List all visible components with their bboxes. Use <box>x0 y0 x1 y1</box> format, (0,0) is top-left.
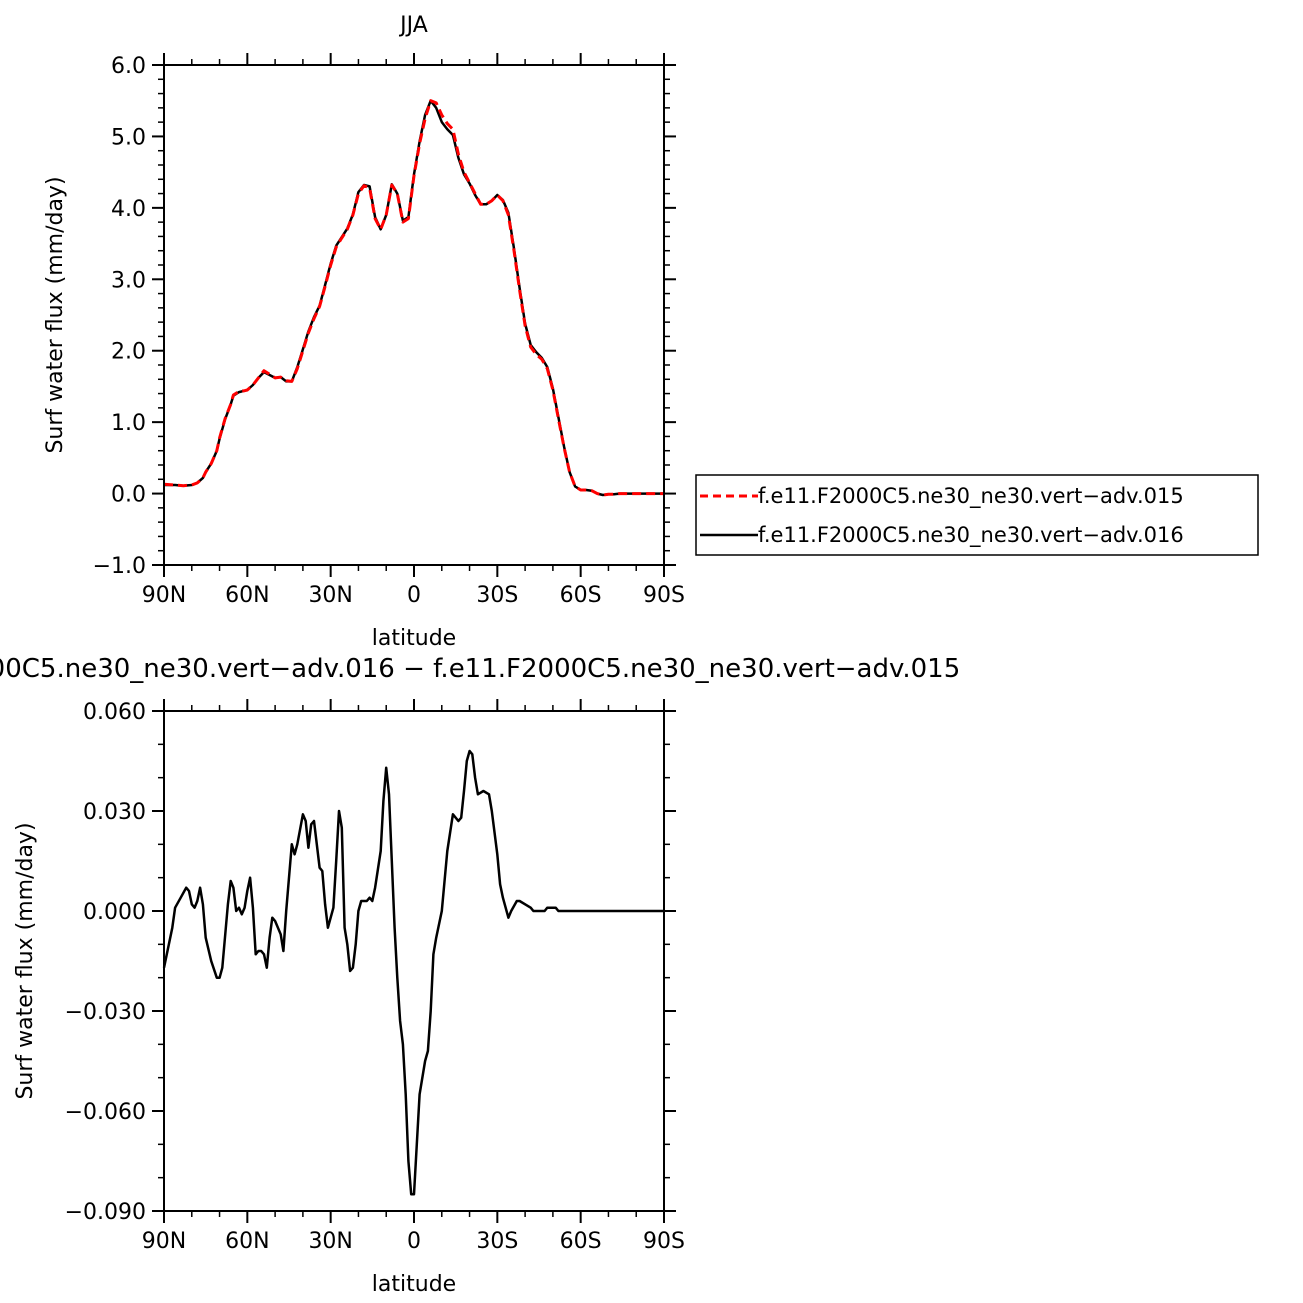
series-line-016 <box>162 749 664 1196</box>
x-tick-label: 60N <box>225 1229 269 1254</box>
series-line-016 <box>164 99 664 497</box>
series-line-015 <box>163 99 664 497</box>
x-tick-label: 60S <box>560 583 602 608</box>
y-tick-label: 5.0 <box>111 125 146 150</box>
top-chart-title: JJA <box>398 13 428 38</box>
x-tick-label: 30S <box>476 1229 518 1254</box>
x-tick-label: 0 <box>407 583 421 608</box>
y-tick-label: 1.0 <box>111 411 146 436</box>
x-tick-label: 90N <box>142 583 186 608</box>
legend-label-015: f.e11.F2000C5.ne30_ne30.vert−adv.015 <box>758 484 1184 509</box>
x-tick-label: 90N <box>142 1229 186 1254</box>
y-tick-label: −0.090 <box>65 1200 146 1225</box>
top-ticks: 90N 60N 30N 0 30S 60S 90S −1.0 0.0 1.0 2.0 3.0 4.0 5.… <box>93 53 685 608</box>
top-y-axis-label: Surf water flux (mm/day) <box>43 176 68 453</box>
y-tick-label: 0.030 <box>83 800 146 825</box>
bottom-ticks: 90N 60N 30N 0 30S 60S 90S −0.090 −0.060 −0.030 0.0… <box>65 699 685 1254</box>
bottom-y-axis-label: Surf water flux (mm/day) <box>13 822 38 1099</box>
top-panel: JJA latitude Surf water flux (mm/day) 90… <box>43 13 685 651</box>
y-tick-label: −0.030 <box>65 1000 146 1025</box>
x-tick-label: 90S <box>643 583 685 608</box>
y-tick-label: 3.0 <box>111 268 146 293</box>
y-tick-label: −0.060 <box>65 1100 146 1125</box>
top-x-axis-label: latitude <box>372 626 456 651</box>
y-tick-label: 4.0 <box>111 197 146 222</box>
y-tick-label: 0.0 <box>111 483 146 508</box>
legend-box <box>695 474 1259 556</box>
legend-label-016: f.e11.F2000C5.ne30_ne30.vert−adv.016 <box>758 523 1184 548</box>
bottom-chart-title: f.e11.F2000C5.ne30_ne30.vert−adv.016 − f… <box>0 654 960 684</box>
y-tick-label: −1.0 <box>93 554 146 579</box>
y-tick-label: 0.000 <box>83 900 146 925</box>
x-tick-label: 60N <box>225 583 269 608</box>
x-tick-label: 60S <box>560 1229 602 1254</box>
bottom-plot-frame <box>163 710 665 1212</box>
y-tick-label: 6.0 <box>111 54 146 79</box>
x-tick-label: 30N <box>308 583 352 608</box>
y-tick-label: 0.060 <box>83 700 146 725</box>
top-series-layer <box>163 99 664 497</box>
x-tick-label: 30N <box>308 1229 352 1254</box>
bottom-panel: f.e11.F2000C5.ne30_ne30.vert−adv.016 − f… <box>0 654 960 1297</box>
x-tick-label: 90S <box>643 1229 685 1254</box>
x-tick-label: 0 <box>407 1229 421 1254</box>
bottom-series-layer <box>162 749 664 1196</box>
top-plot-frame <box>163 64 665 566</box>
legend: f.e11.F2000C5.ne30_ne30.vert−adv.015 f.e… <box>695 474 1259 556</box>
x-tick-label: 30S <box>476 583 518 608</box>
bottom-x-axis-label: latitude <box>372 1272 456 1297</box>
y-tick-label: 2.0 <box>111 340 146 365</box>
